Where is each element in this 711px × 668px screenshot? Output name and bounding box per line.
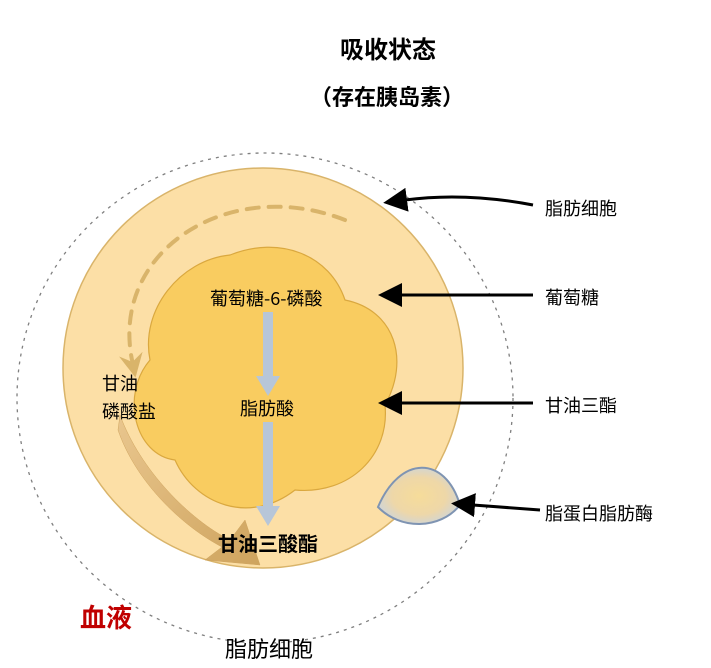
label-blood: 血液 [80,598,132,635]
node-fatty-acid: 脂肪酸 [240,395,294,421]
node-triacylglycerol: 甘油三酸酯 [218,528,318,557]
arrow-lipase [473,505,540,510]
node-glycerol: 甘油 [102,370,138,396]
node-phosphate: 磷酸盐 [102,398,156,424]
title-line2: （存在胰岛素） [310,80,464,112]
arrow-fat-cell [405,197,533,205]
node-g6p: 葡萄糖-6-磷酸 [210,285,322,311]
label-fat-cell-bottom: 脂肪细胞 [225,632,313,664]
label-fat-cell: 脂肪细胞 [545,195,617,221]
title-line1: 吸收状态 [340,30,436,65]
label-glucose: 葡萄糖 [545,284,599,310]
label-lipase: 脂蛋白脂肪酶 [545,500,653,526]
label-triglyceride: 甘油三酯 [545,392,617,418]
